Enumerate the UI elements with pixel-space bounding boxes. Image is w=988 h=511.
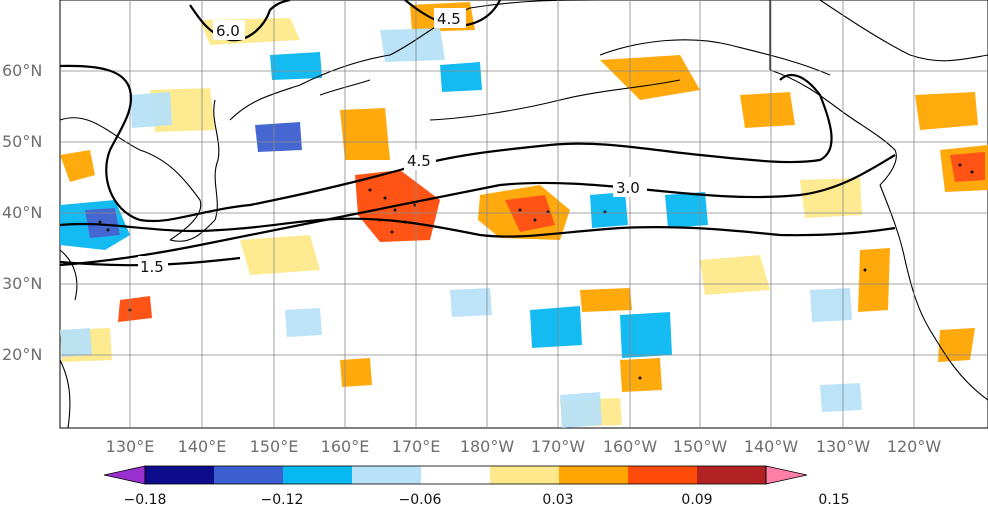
colorbar-cell [697,466,766,484]
colorbar-cell [628,466,697,484]
lat-label: 50°N [2,132,42,151]
lat-label: 30°N [2,274,42,293]
lat-label: 60°N [2,61,42,80]
colorbar-tick-label: −0.06 [399,492,442,508]
lon-label: 130°W [816,437,871,456]
lon-label: 160°W [603,437,658,456]
mean-field-contours [59,0,896,267]
lon-label: 150°E [250,437,299,456]
lon-label: 130°E [106,437,155,456]
graticule [60,0,988,428]
contour-labels: 6.0 4.5 4.5 3.0 1.5 [138,8,647,276]
lon-label: 170°E [392,437,441,456]
lon-label: 120°W [887,437,942,456]
colorbar-cell [283,466,352,484]
contour-6-0 [59,64,833,223]
colorbar-cell [352,466,421,484]
colorbar-cell [214,466,283,484]
contour-label-3: 4.5 [407,152,431,170]
colorbar-arrow-left [103,465,146,485]
colorbar-tick-label: −0.18 [124,492,167,508]
contour-3-0 [59,154,896,267]
latitude-labels: 60°N 50°N 40°N 30°N 20°N [2,61,42,364]
lon-label: 170°W [531,437,586,456]
contour-1-5 [59,217,896,238]
lon-label: 180°W [460,437,515,456]
colorbar: −0.18 −0.12 −0.06 0.03 0.09 0.15 [103,465,850,508]
coastlines [59,0,988,429]
contour-label-2: 4.5 [437,10,461,28]
contour-label-1: 6.0 [216,22,240,40]
colorbar-arrow-right [765,465,808,485]
colorbar-cell [145,466,214,484]
contour-6-0-north [189,0,291,42]
lon-label: 150°W [673,437,728,456]
lon-label: 140°W [744,437,799,456]
colorbar-cell [490,466,559,484]
lat-label: 20°N [2,345,42,364]
colorbar-tick-label: 0.03 [542,492,573,508]
colorbar-tick-label: 0.15 [818,492,849,508]
lon-label: 140°E [178,437,227,456]
lat-label: 40°N [2,203,42,222]
contour-label-5: 1.5 [140,258,164,276]
map-panel: 6.0 4.5 4.5 3.0 1.5 [59,0,988,429]
colorbar-cell [421,466,490,484]
lon-label: 160°E [321,437,370,456]
negative-anomaly-shading [60,28,862,428]
colorbar-cells [103,465,808,485]
colorbar-outline [144,465,767,485]
longitude-labels: 130°E 140°E 150°E 160°E 170°E 180°W 170°… [106,437,942,456]
colorbar-tick-label: 0.09 [681,492,712,508]
colorbar-tick-label: −0.12 [261,492,304,508]
contour-label-4: 3.0 [616,179,640,197]
colorbar-cell [559,466,628,484]
